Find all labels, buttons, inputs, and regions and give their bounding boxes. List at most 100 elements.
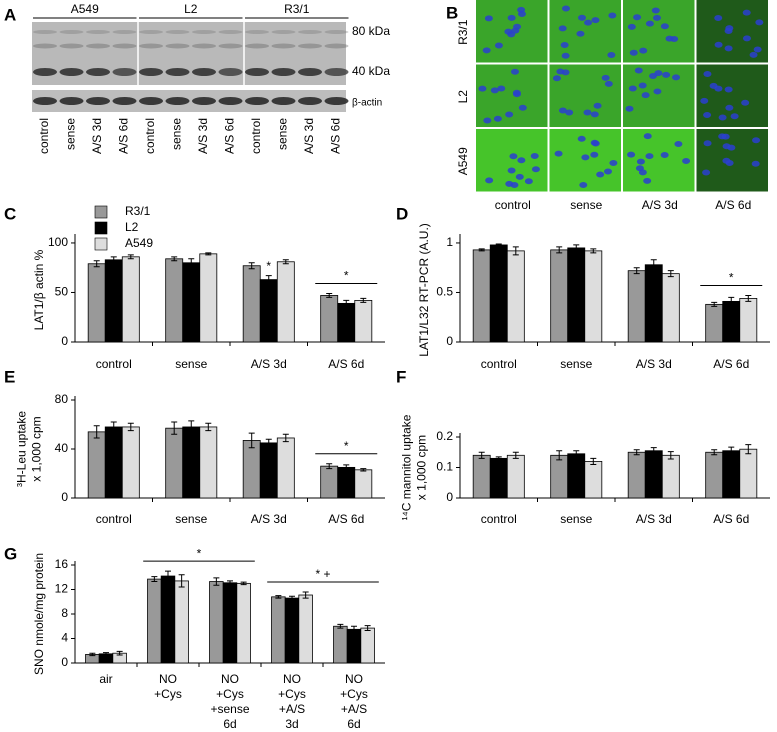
x-tick-label: A/S 6d	[328, 357, 364, 371]
band	[33, 68, 57, 76]
nucleus	[578, 14, 587, 21]
nucleus	[703, 111, 712, 118]
significance-label: *	[344, 439, 349, 453]
error-bar	[151, 576, 158, 583]
nucleus	[625, 105, 634, 112]
nucleus	[507, 14, 516, 21]
error-bar	[745, 294, 752, 302]
nucleus	[653, 88, 662, 95]
error-bar	[711, 449, 718, 456]
error-bar	[93, 425, 100, 439]
band	[33, 97, 57, 105]
nucleus	[703, 70, 712, 77]
band	[59, 68, 84, 76]
nucleus	[709, 82, 718, 89]
nucleus	[702, 169, 711, 176]
nucleus	[601, 74, 610, 81]
error-bar	[495, 456, 502, 461]
bar	[506, 454, 525, 499]
nucleus	[518, 104, 527, 111]
error-bar	[205, 422, 212, 432]
x-tick-label: NO +Cys +A/S 6d	[340, 672, 368, 731]
group-label: A549	[71, 2, 99, 16]
band	[165, 97, 190, 105]
lane-label: sense	[64, 118, 78, 150]
nucleus	[662, 71, 671, 78]
x-tick-label: A/S 6d	[713, 357, 749, 371]
error-bar	[573, 450, 580, 458]
x-tick-label: control	[481, 357, 517, 371]
nucleus	[478, 85, 487, 92]
y-tick-label: 0	[61, 334, 68, 348]
error-bar	[573, 244, 580, 252]
nucleus	[721, 133, 730, 140]
bar	[627, 451, 646, 499]
nucleus	[718, 114, 727, 121]
legend-swatch	[94, 205, 108, 219]
nucleus	[641, 92, 650, 99]
nucleus	[604, 168, 613, 175]
nucleus	[609, 160, 618, 167]
error-bar	[343, 299, 350, 307]
group-label: R3/1	[284, 2, 310, 16]
column-label: sense	[570, 198, 602, 212]
nucleus	[660, 151, 669, 158]
nucleus	[751, 160, 760, 167]
legend-label: R3/1	[125, 204, 151, 218]
nucleus	[643, 177, 652, 184]
error-bar	[590, 248, 597, 254]
nucleus	[645, 20, 654, 27]
legend-label: L2	[125, 220, 139, 234]
nucleus	[560, 42, 569, 49]
error-bar	[556, 246, 563, 254]
nucleus	[753, 46, 762, 53]
y-tick-label: 8	[61, 606, 68, 620]
error-bar	[360, 297, 367, 303]
x-tick-label: A/S 3d	[251, 512, 287, 526]
nucleus	[531, 166, 540, 173]
nucleus	[511, 27, 520, 34]
bar	[199, 426, 218, 499]
bar	[644, 264, 663, 343]
nucleus	[608, 12, 617, 19]
band	[218, 68, 243, 76]
error-bar	[127, 254, 134, 260]
lane-label: A/S 6d	[117, 118, 131, 154]
y-tick-label: 0.2	[436, 429, 453, 443]
y-axis-label: ³H-Leu uptake	[15, 411, 29, 487]
bar	[276, 261, 295, 343]
bar	[320, 465, 339, 499]
bar	[489, 244, 508, 343]
y-tick-label: 0.1	[436, 460, 453, 474]
band	[298, 97, 322, 105]
y-axis-label: SNO nmole/mg protein	[32, 553, 46, 675]
nucleus	[490, 87, 499, 94]
panel-label: A	[4, 5, 16, 24]
nucleus	[724, 45, 733, 52]
band	[324, 68, 349, 76]
nucleus	[742, 35, 751, 42]
error-bar	[650, 447, 657, 455]
bar	[360, 627, 375, 664]
nucleus	[577, 135, 586, 142]
error-bar	[213, 577, 220, 586]
error-bar	[633, 267, 640, 275]
nucleus	[682, 157, 691, 164]
nucleus	[627, 151, 636, 158]
nucleus	[558, 107, 567, 114]
x-tick-label: NO +Cys +sense 6d	[210, 672, 249, 731]
nucleus	[703, 140, 712, 147]
nucleus	[651, 7, 660, 14]
error-bar	[165, 570, 171, 582]
lane-label: A/S 3d	[90, 118, 104, 154]
error-bar	[188, 420, 195, 434]
significance-label: *	[344, 269, 349, 283]
marker-label: 40 kDa	[352, 64, 390, 78]
band	[112, 30, 137, 34]
band	[112, 97, 137, 105]
bar	[337, 466, 356, 499]
bar	[506, 250, 525, 343]
bar	[276, 437, 295, 499]
bar	[165, 258, 184, 343]
y-tick-label: 1	[446, 235, 453, 249]
